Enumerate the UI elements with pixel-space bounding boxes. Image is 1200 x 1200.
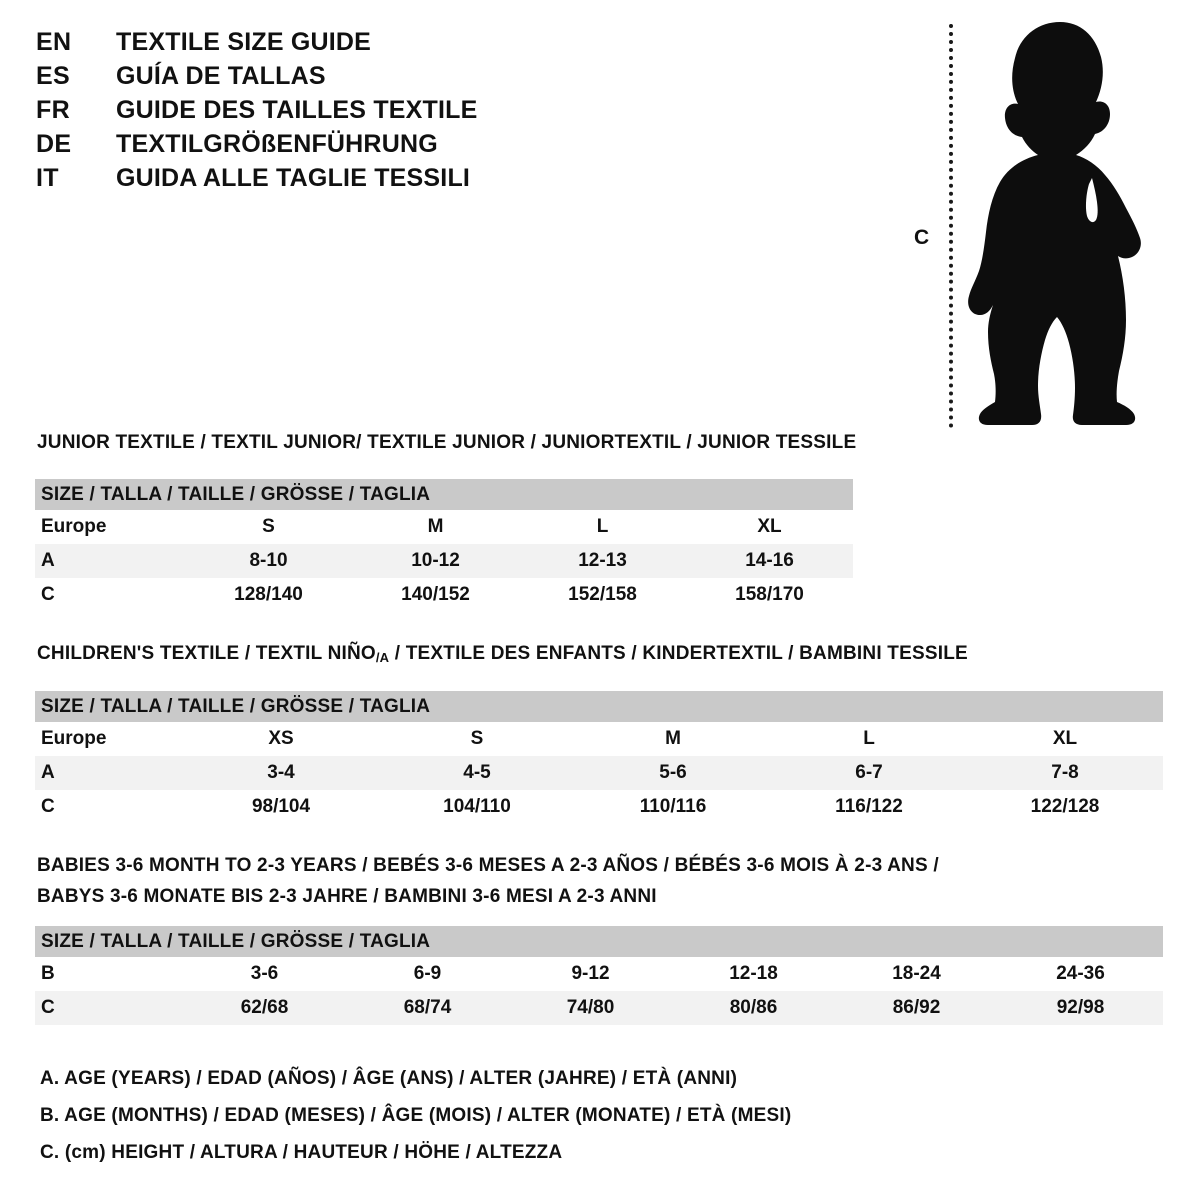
table-cell: 158/170: [735, 584, 804, 605]
language-code: EN: [36, 28, 72, 56]
table-cell: 80/86: [729, 997, 778, 1018]
table-row: Europe S M L XL: [35, 510, 854, 544]
language-title: GUIDE DES TAILLES TEXTILE: [116, 96, 478, 124]
children-section-heading: CHILDREN'S TEXTILE / TEXTIL NIÑO/A / TEX…: [37, 643, 968, 665]
language-title: GUÍA DE TALLAS: [116, 62, 326, 90]
table-cell: M: [665, 728, 681, 749]
children-size-bar: SIZE / TALLA / TAILLE / GRÖSSE / TAGLIA: [35, 691, 1164, 722]
table-row: B 3-6 6-9 9-12 12-18 18-24 24-36: [35, 957, 1164, 991]
row-label: C: [41, 796, 55, 817]
table-cell: 152/158: [568, 584, 637, 605]
table-cell: XL: [1052, 728, 1078, 749]
children-size-table: SIZE / TALLA / TAILLE / GRÖSSE / TAGLIA …: [35, 691, 1164, 824]
language-title: TEXTILGRÖßENFÜHRUNG: [116, 130, 438, 158]
table-cell: 5-6: [659, 762, 687, 783]
table-cell: 7-8: [1051, 762, 1079, 783]
table-cell: S: [262, 516, 275, 537]
language-row: IT GUIDA ALLE TAGLIE TESSILI: [36, 164, 596, 198]
table-cell: 3-4: [267, 762, 295, 783]
legend-item-c: C. (cm) HEIGHT / ALTURA / HAUTEUR / HÖHE…: [40, 1142, 563, 1163]
table-cell: M: [427, 516, 444, 537]
junior-size-table: SIZE / TALLA / TAILLE / GRÖSSE / TAGLIA …: [35, 479, 854, 612]
table-cell: S: [470, 728, 484, 749]
row-label: C: [41, 997, 55, 1018]
table-row: C 128/140 140/152 152/158 158/170: [35, 578, 854, 612]
table-cell: 18-24: [892, 963, 941, 984]
table-cell: 128/140: [234, 584, 303, 605]
table-cell: 122/128: [1030, 796, 1100, 817]
toddler-silhouette-icon: [968, 22, 1141, 425]
table-cell: 14-16: [745, 550, 794, 571]
table-cell: XL: [757, 516, 782, 537]
children-table-bar-row: SIZE / TALLA / TAILLE / GRÖSSE / TAGLIA: [35, 691, 1164, 722]
row-label: A: [41, 762, 55, 783]
table-cell: 10-12: [411, 550, 460, 571]
table-row: Europe XS S M L XL: [35, 722, 1164, 756]
language-row: EN TEXTILE SIZE GUIDE: [36, 28, 596, 62]
table-cell: 8-10: [249, 550, 288, 571]
language-row: FR GUIDE DES TAILLES TEXTILE: [36, 96, 596, 130]
children-heading-post: / TEXTILE DES ENFANTS / KINDERTEXTIL / B…: [389, 643, 968, 664]
table-cell: 12-18: [729, 963, 778, 984]
table-cell: 9-12: [571, 963, 610, 984]
table-cell: L: [596, 516, 609, 537]
junior-section-heading: JUNIOR TEXTILE / TEXTIL JUNIOR/ TEXTILE …: [37, 432, 857, 453]
table-row: A 3-4 4-5 5-6 6-7 7-8: [35, 756, 1164, 790]
language-code: FR: [36, 96, 70, 124]
children-heading-subscript: /A: [375, 650, 390, 665]
table-row: C 98/104 104/110 110/116 116/122 122/128: [35, 790, 1164, 824]
babies-size-table: SIZE / TALLA / TAILLE / GRÖSSE / TAGLIA …: [35, 926, 1164, 1025]
table-cell: 98/104: [251, 796, 311, 817]
legend-item-b: B. AGE (MONTHS) / EDAD (MESES) / ÂGE (MO…: [40, 1105, 792, 1126]
row-label: Europe: [41, 516, 107, 537]
legend-item-a: A. AGE (YEARS) / EDAD (AÑOS) / ÂGE (ANS)…: [40, 1068, 738, 1089]
height-diagram: C: [890, 8, 1180, 433]
table-cell: L: [863, 728, 875, 749]
table-cell: 92/98: [1056, 997, 1105, 1018]
height-measure-label: C: [914, 226, 930, 249]
table-cell: 6-7: [855, 762, 883, 783]
babies-size-bar: SIZE / TALLA / TAILLE / GRÖSSE / TAGLIA: [35, 926, 1164, 957]
table-cell: 24-36: [1056, 963, 1105, 984]
table-cell: 6-9: [413, 963, 442, 984]
table-cell: 4-5: [463, 762, 491, 783]
language-code: ES: [36, 62, 70, 90]
language-row: DE TEXTILGRÖßENFÜHRUNG: [36, 130, 596, 164]
row-label: C: [41, 584, 55, 605]
babies-heading-line2: BABYS 3-6 MONATE BIS 2-3 JAHRE / BAMBINI…: [37, 886, 657, 907]
language-header-block: EN TEXTILE SIZE GUIDE ES GUÍA DE TALLAS …: [36, 28, 596, 198]
babies-section-heading: BABIES 3-6 MONTH TO 2-3 YEARS / BEBÉS 3-…: [37, 855, 939, 908]
junior-size-bar: SIZE / TALLA / TAILLE / GRÖSSE / TAGLIA: [35, 479, 854, 510]
height-dashed-line: [949, 24, 953, 428]
babies-heading-line1: BABIES 3-6 MONTH TO 2-3 YEARS / BEBÉS 3-…: [37, 855, 939, 876]
table-cell: 74/80: [566, 997, 615, 1018]
junior-table-bar-row: SIZE / TALLA / TAILLE / GRÖSSE / TAGLIA: [35, 479, 854, 510]
table-cell: 110/116: [639, 796, 707, 817]
table-cell: XS: [268, 728, 294, 749]
language-code: DE: [36, 130, 72, 158]
row-label: Europe: [41, 728, 107, 749]
table-row: A 8-10 10-12 12-13 14-16: [35, 544, 854, 578]
table-cell: 140/152: [401, 584, 470, 605]
children-heading-pre: CHILDREN'S TEXTILE / TEXTIL NIÑO: [37, 643, 376, 664]
table-cell: 104/110: [443, 796, 511, 817]
table-cell: 68/74: [403, 997, 452, 1018]
language-title: TEXTILE SIZE GUIDE: [116, 28, 372, 56]
row-label: B: [41, 963, 55, 984]
language-title: GUIDA ALLE TAGLIE TESSILI: [116, 164, 471, 192]
table-row: C 62/68 68/74 74/80 80/86 86/92 92/98: [35, 991, 1164, 1025]
table-cell: 116/122: [835, 796, 903, 817]
table-cell: 3-6: [250, 963, 279, 984]
table-cell: 86/92: [892, 997, 941, 1018]
language-code: IT: [36, 164, 59, 192]
table-cell: 62/68: [240, 997, 289, 1018]
language-row: ES GUÍA DE TALLAS: [36, 62, 596, 96]
table-cell: 12-13: [578, 550, 627, 571]
legend-block: A. AGE (YEARS) / EDAD (AÑOS) / ÂGE (ANS)…: [40, 1068, 791, 1179]
babies-table-bar-row: SIZE / TALLA / TAILLE / GRÖSSE / TAGLIA: [35, 926, 1164, 957]
row-label: A: [41, 550, 55, 571]
